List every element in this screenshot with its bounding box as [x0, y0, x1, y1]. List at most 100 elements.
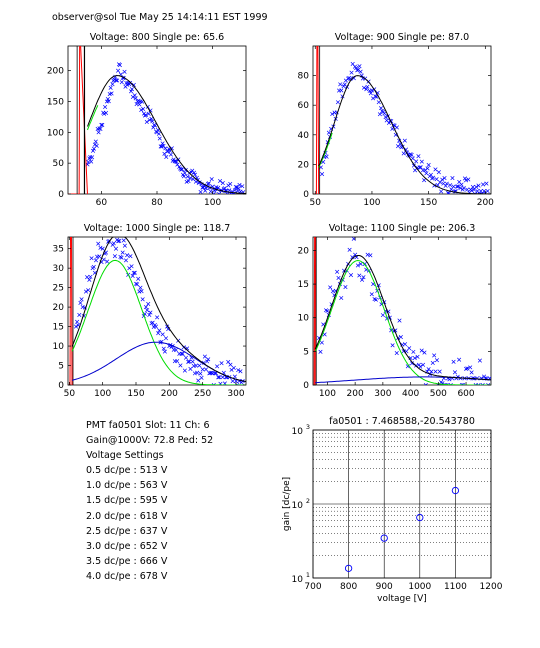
data-point	[326, 130, 331, 135]
data-point	[131, 270, 136, 275]
data-point	[73, 324, 79, 329]
data-point	[343, 285, 348, 290]
data-point	[206, 181, 211, 186]
data-point	[219, 361, 224, 366]
y-tick-label: 20	[298, 246, 310, 256]
y-tick-label: 100	[47, 128, 64, 138]
data-point	[442, 175, 447, 181]
data-point	[367, 88, 372, 93]
data-point	[480, 382, 485, 385]
data-point	[125, 253, 130, 258]
chart-title: Voltage: 1100 Single pe: 206.3	[329, 223, 476, 234]
data-point	[90, 148, 96, 153]
data-point	[87, 156, 92, 161]
data-point	[128, 89, 134, 94]
data-point	[476, 183, 481, 188]
data-point	[217, 178, 223, 184]
data-point	[93, 139, 98, 144]
data-point	[459, 182, 464, 187]
data-point	[349, 70, 354, 75]
x-tick-label: 200	[161, 389, 178, 399]
data-point	[447, 191, 452, 194]
data-point	[432, 353, 437, 358]
data-point	[98, 245, 103, 250]
data-point	[347, 247, 352, 252]
data-point	[206, 357, 211, 362]
x-tick-label: 100	[204, 198, 221, 208]
x-tick-label: 300	[227, 389, 244, 399]
data-point	[188, 366, 193, 371]
data-point	[89, 256, 94, 261]
data-point	[474, 184, 479, 189]
data-point	[160, 141, 165, 146]
data-point	[464, 178, 469, 183]
data-point	[237, 182, 242, 187]
x-tick-label: 100	[363, 198, 380, 208]
plot-area	[68, 46, 246, 194]
data-point	[439, 189, 444, 194]
y-tick-label: 35	[53, 245, 64, 255]
data-point	[397, 318, 402, 323]
data-point	[222, 186, 227, 191]
data-point	[444, 181, 449, 186]
data-point	[412, 356, 417, 361]
data-point	[123, 258, 129, 263]
data-point	[139, 107, 144, 112]
voltage-setting-1: 0.5 dc/pe : 513 V	[86, 465, 168, 477]
data-point	[198, 371, 203, 376]
data-point	[203, 367, 209, 372]
data-point	[94, 143, 99, 148]
data-point	[157, 328, 162, 333]
data-point	[410, 156, 415, 161]
data-point	[382, 111, 387, 116]
y-tick-label: 0	[303, 381, 309, 391]
pedestal-curve	[68, 237, 73, 385]
data-point	[419, 348, 424, 353]
x-axis-label: voltage [V]	[377, 594, 427, 604]
data-point	[377, 112, 382, 117]
data-point	[484, 181, 489, 186]
voltage-setting-3: 1.5 dc/pe : 595 V	[86, 495, 168, 507]
data-point	[422, 350, 427, 355]
x-tick-label: 600	[457, 389, 474, 399]
x-tick-label: 60	[96, 198, 108, 208]
data-point	[120, 250, 125, 255]
data-point	[148, 310, 153, 315]
data-point	[383, 114, 388, 120]
plot-area	[313, 237, 491, 385]
y-axis-label: gain [dc/pe]	[282, 477, 292, 531]
data-point	[153, 123, 158, 128]
data-point	[146, 301, 151, 306]
data-point	[179, 351, 184, 356]
data-point	[369, 292, 374, 297]
data-point	[328, 285, 333, 290]
data-point	[380, 313, 385, 318]
data-point	[409, 361, 415, 366]
data-point	[131, 82, 136, 87]
data-point	[220, 375, 225, 380]
data-point	[465, 366, 470, 371]
data-point	[162, 349, 167, 354]
data-point	[405, 364, 410, 369]
data-point	[149, 116, 154, 121]
fit-component-1	[314, 259, 491, 385]
data-point	[445, 190, 450, 194]
data-point	[384, 118, 389, 123]
data-point	[152, 322, 157, 328]
data-point	[105, 97, 110, 102]
pedestal-curve	[313, 237, 317, 385]
data-point	[225, 191, 230, 194]
data-point	[457, 357, 462, 362]
data-point	[360, 76, 365, 81]
data-point	[122, 69, 127, 74]
x-tick-label: 1200	[480, 582, 503, 592]
fit-total	[318, 75, 491, 194]
figure-header: observer@sol Tue May 25 14:14:11 EST 199…	[52, 12, 268, 23]
data-point	[461, 382, 466, 385]
data-point	[462, 176, 467, 181]
y-tick-label: 150	[47, 98, 64, 108]
voltage-settings-title: Voltage Settings	[86, 450, 164, 462]
data-point	[162, 151, 167, 156]
data-point	[161, 346, 166, 351]
data-point	[192, 170, 197, 175]
